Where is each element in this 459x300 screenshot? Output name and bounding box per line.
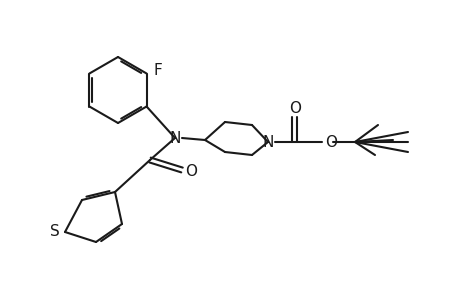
Text: N: N bbox=[262, 134, 273, 149]
Text: O: O bbox=[185, 164, 196, 179]
Text: F: F bbox=[153, 63, 162, 78]
Text: S: S bbox=[50, 224, 60, 239]
Text: N: N bbox=[169, 130, 180, 146]
Text: O: O bbox=[288, 100, 300, 116]
Text: O: O bbox=[325, 134, 336, 149]
